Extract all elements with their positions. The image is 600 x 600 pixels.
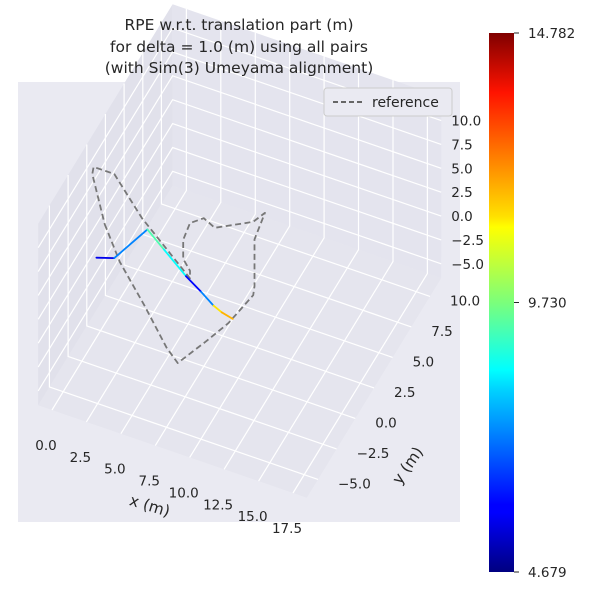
z-tick-label: 10.0 — [451, 114, 481, 130]
y-tick-label: 5.0 — [413, 354, 434, 370]
y-tick-label: −5.0 — [338, 476, 371, 492]
reference-trajectory-line — [91, 166, 266, 364]
y-axis-ticks: −5.0 −2.5 0.0 2.5 5.0 7.5 10.0 — [338, 293, 480, 492]
estimate-error-segment — [184, 275, 203, 293]
z-axis-ticks: −5.0 −2.5 0.0 2.5 5.0 7.5 10.0 — [451, 114, 484, 273]
y-gridline — [48, 205, 319, 480]
z-gridline — [37, 75, 442, 296]
estimate-error-segment — [113, 228, 149, 260]
axes-grid — [37, 8, 442, 494]
colorbar: 4.679 9.730 14.782 — [489, 26, 575, 581]
y-gridline — [123, 83, 393, 358]
x-gridline — [292, 91, 428, 494]
y-tick-label: 0.0 — [375, 415, 396, 431]
y-tick-label: 7.5 — [431, 324, 452, 340]
z-gridline — [37, 146, 442, 368]
x-gridline — [154, 44, 291, 446]
colorbar-gradient — [489, 33, 514, 572]
z-tick-label: 5.0 — [451, 161, 472, 177]
z-gridline — [37, 98, 442, 320]
x-gridline — [85, 20, 222, 423]
x-gridline — [51, 8, 187, 411]
chart-title-line-2: for delta = 1.0 (m) using all pairs — [110, 38, 368, 56]
y-gridline — [86, 144, 356, 419]
z-tick-label: −5.0 — [451, 257, 484, 273]
x-axis-ticks: 0.0 2.5 5.0 7.5 10.012.5 15.017.5 — [35, 438, 302, 537]
x-tick-label: 7.5 — [139, 474, 160, 490]
x-gridline — [120, 32, 256, 435]
x-tick-label: 10.0 — [169, 485, 199, 501]
chart-title-line-3: (with Sim(3) Umeyama alignment) — [105, 59, 374, 77]
y-tick-label: 2.5 — [394, 385, 415, 401]
colorbar-ticks: 4.679 9.730 14.782 — [514, 26, 575, 581]
x-tick-label: 12.5 — [203, 497, 233, 513]
colorbar-tick-label: 4.679 — [528, 565, 567, 581]
colorbar-tick-label: 14.782 — [528, 26, 575, 42]
back-wall-pane — [172, 4, 442, 279]
y-gridline — [160, 22, 431, 297]
y-gridline — [104, 114, 375, 389]
z-gridline — [37, 170, 442, 392]
z-gridline — [37, 122, 442, 344]
z-tick-label: 7.5 — [451, 137, 472, 153]
estimate-error-segment — [212, 304, 223, 314]
estimate-error-segment — [200, 290, 215, 307]
x-tick-label: 5.0 — [104, 462, 125, 478]
x-gridline — [258, 80, 394, 482]
z-tick-label: −2.5 — [451, 233, 484, 249]
y-gridline — [67, 175, 337, 450]
chart-title-line-1: RPE w.r.t. translation part (m) — [124, 16, 353, 34]
legend-box — [323, 87, 453, 117]
z-tick-label: 0.0 — [451, 209, 472, 225]
z-tick-label: 2.5 — [451, 185, 472, 201]
y-tick-label: 10.0 — [450, 293, 480, 309]
y-tick-label: −2.5 — [357, 446, 390, 462]
x-tick-label: 17.5 — [272, 521, 302, 537]
legend-reference-label: reference — [372, 95, 439, 111]
x-tick-label: 0.0 — [35, 438, 56, 454]
estimate-error-segment — [220, 311, 234, 320]
plot-series — [91, 166, 266, 364]
colorbar-tick-label: 9.730 — [528, 296, 567, 312]
legend: reference — [323, 87, 453, 117]
x-gridline — [189, 56, 325, 458]
estimate-error-segment — [146, 228, 165, 251]
x-tick-label: 15.0 — [238, 509, 268, 525]
x-gridline — [223, 68, 360, 470]
estimate-error-segment — [162, 248, 187, 278]
x-tick-label: 2.5 — [70, 450, 91, 466]
